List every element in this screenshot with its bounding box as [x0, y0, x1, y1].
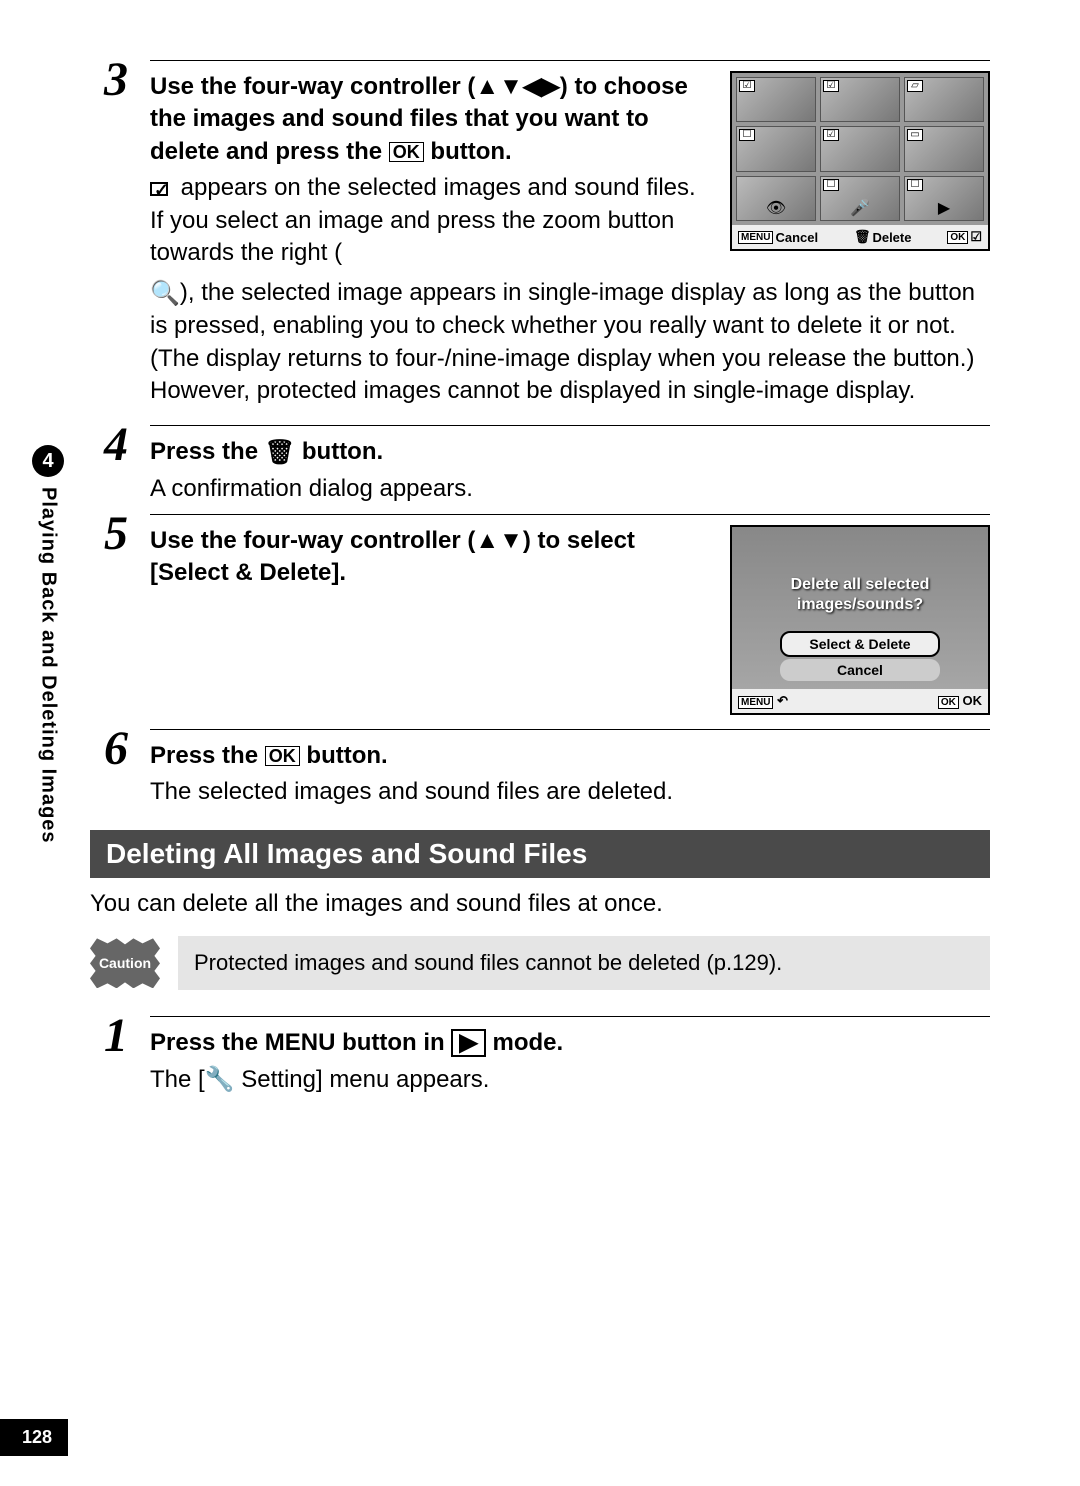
step-4-heading: Press the 🗑 button.	[150, 436, 990, 469]
thumb-mark-icon: ☑	[739, 80, 755, 92]
text: Press the	[150, 1029, 265, 1056]
trash-icon: 🗑	[854, 229, 871, 245]
text: button in	[342, 1029, 451, 1056]
text: Press the	[150, 742, 265, 769]
text: button.	[430, 138, 511, 165]
text: appears on the selected images and sound…	[174, 174, 696, 201]
ok-label: OK	[963, 693, 983, 708]
text: Use the four-way controller	[150, 73, 467, 100]
thumbnail: ▱	[904, 77, 984, 122]
lcd-thumbnail-grid: ☑☑▱☐☑▭👁☐🎤☐▶ MENUCancel 🗑Delete OK☑	[730, 71, 990, 251]
thumbnail: ☑	[820, 126, 900, 171]
thumb-content-icon: 🎤	[850, 198, 870, 218]
ok-icon: OK	[265, 746, 300, 766]
thumbnail: ☐🎤	[820, 176, 900, 221]
step-6-text: The selected images and sound files are …	[150, 776, 990, 808]
thumb-mark-icon: ☐	[739, 129, 755, 141]
chapter-number: 4	[32, 445, 64, 477]
playback-mode-icon: ▶	[451, 1029, 485, 1057]
thumb-mark-icon: ☐	[907, 179, 923, 191]
step-6-heading: Press the OK button.	[150, 740, 990, 772]
step-5: 5 Use the four-way controller (▲▼) to se…	[90, 514, 990, 715]
thumb-mark-icon: ☑	[823, 129, 839, 141]
menu-key-icon: MENU	[738, 231, 773, 244]
step-3-continuation: 🔍), the selected image appears in single…	[150, 277, 990, 407]
dialog-prompt: images/sounds?	[732, 595, 988, 616]
ok-key-icon: OK	[947, 231, 968, 244]
step-3-heading: Use the four-way controller (▲▼◀▶) to ch…	[150, 71, 710, 168]
thumbnail: ☐▶	[904, 176, 984, 221]
trash-icon: 🗑	[265, 437, 295, 469]
caution-block: Caution Protected images and sound files…	[90, 936, 990, 990]
thumb-mark-icon: ▭	[907, 129, 923, 141]
thumb-mark-icon: ☑	[823, 80, 839, 92]
lcd-confirm-dialog: Delete all selected images/sounds? Selec…	[730, 525, 990, 715]
caution-badge-icon: Caution	[90, 938, 160, 988]
step-4: 4 Press the 🗑 button. A confirmation dia…	[90, 425, 990, 505]
thumb-mark-icon: ☐	[823, 179, 839, 191]
text: If you select an image and press the zoo…	[150, 207, 674, 266]
step-1: 1 Press the MENU button in ▶ mode. The […	[90, 1016, 990, 1096]
text: mode.	[493, 1029, 564, 1056]
check-icon: ☑	[970, 229, 982, 245]
text: button.	[306, 742, 387, 769]
step-6: 6 Press the OK button. The selected imag…	[90, 729, 990, 809]
zoom-icon: 🔍	[150, 278, 180, 310]
thumbnail: ▭	[904, 126, 984, 171]
step-3-text: appears on the selected images and sound…	[150, 172, 710, 204]
step-number: 1	[90, 1012, 128, 1060]
ok-key-icon: OK	[938, 696, 959, 709]
thumbnail: ☑	[820, 77, 900, 122]
check-icon	[150, 182, 168, 196]
back-icon: ↶	[777, 693, 788, 708]
tool-icon: 🔧	[205, 1064, 235, 1096]
text: Press the	[150, 438, 265, 465]
text: Setting] menu appears.	[235, 1066, 490, 1093]
step-number: 6	[90, 725, 128, 773]
step-number: 4	[90, 421, 128, 469]
text: button.	[302, 438, 383, 465]
step-3-text: If you select an image and press the zoo…	[150, 205, 710, 270]
thumb-content-icon: ▶	[938, 198, 950, 218]
chapter-tab: 4 Playing Back and Deleting Images	[32, 445, 64, 844]
thumb-content-icon: 👁	[766, 198, 786, 218]
caution-text: Protected images and sound files cannot …	[178, 936, 990, 990]
step-number: 3	[90, 56, 128, 104]
menu-key-icon: MENU	[738, 696, 773, 709]
chapter-title: Playing Back and Deleting Images	[37, 487, 60, 844]
text: The [	[150, 1066, 205, 1093]
page-number: 128	[0, 1419, 68, 1456]
dialog-prompt: Delete all selected	[732, 575, 988, 596]
section-title: Deleting All Images and Sound Files	[90, 830, 990, 878]
step-1-text: The [🔧 Setting] menu appears.	[150, 1064, 990, 1097]
step-3: 3 Use the four-way controller (▲▼◀▶) to …	[90, 60, 990, 269]
select-delete-option: Select & Delete	[780, 631, 940, 657]
menu-label: MENU	[265, 1029, 336, 1056]
cancel-label: Cancel	[775, 230, 818, 245]
delete-label: Delete	[872, 230, 911, 245]
step-5-heading: Use the four-way controller (▲▼) to sele…	[150, 525, 710, 590]
thumb-mark-icon: ▱	[907, 80, 923, 92]
ok-icon: OK	[389, 142, 424, 162]
step-number: 5	[90, 510, 128, 558]
cancel-option: Cancel	[780, 659, 940, 681]
text: ), the selected image appears in single-…	[150, 279, 975, 404]
step-4-text: A confirmation dialog appears.	[150, 473, 990, 505]
thumbnail: 👁	[736, 176, 816, 221]
step-1-heading: Press the MENU button in ▶ mode.	[150, 1027, 990, 1059]
thumbnail: ☐	[736, 126, 816, 171]
section-intro: You can delete all the images and sound …	[90, 890, 990, 918]
thumbnail: ☑	[736, 77, 816, 122]
